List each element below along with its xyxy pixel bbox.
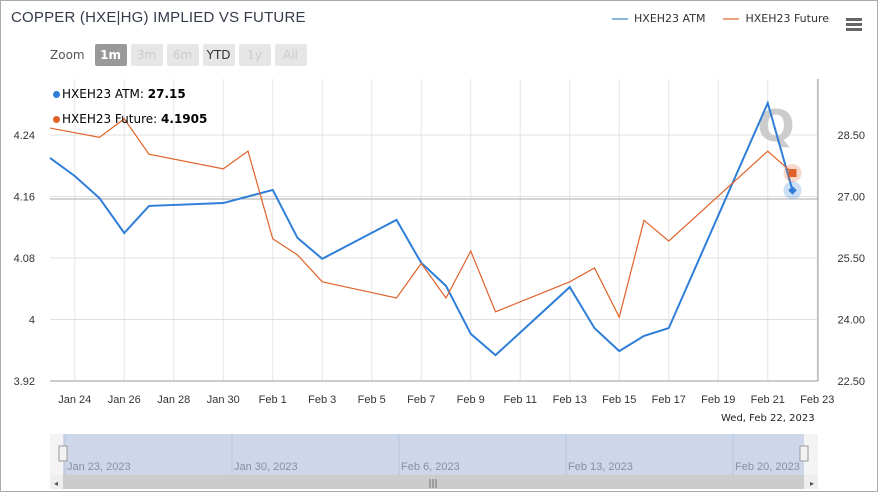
x-tick-label: Feb 3 [308, 394, 336, 406]
chart-title: COPPER (HXE|HG) IMPLIED VS FUTURE [11, 9, 306, 26]
x-tick-label: Feb 17 [652, 394, 686, 406]
x-tick-label: Feb 19 [701, 394, 735, 406]
zoom-1m-button[interactable]: 1m [94, 44, 127, 66]
series-line-future [49, 118, 793, 319]
zoom-ytd-button[interactable]: YTD [202, 44, 235, 66]
x-tick-label: Feb 21 [751, 394, 785, 406]
right-y-tick-label: 24.00 [837, 315, 865, 327]
left-y-tick-label: 4.16 [14, 192, 35, 204]
left-y-tick-label: 3.92 [14, 376, 35, 388]
left-y-tick-label: 4.08 [14, 253, 35, 265]
x-tick-label: Feb 15 [602, 394, 636, 406]
date-tooltip: Wed, Feb 22, 2023 [719, 412, 817, 426]
scrollbar-thumb[interactable] [63, 475, 804, 489]
hover-marker-future [788, 169, 797, 178]
navigator-label: Feb 6, 2023 [401, 461, 460, 473]
legend-item-atm[interactable]: HXEH23 ATM [612, 12, 705, 25]
zoom-selector: Zoom 1m 3m 6m YTD 1y All [50, 44, 307, 66]
right-y-tick-label: 28.50 [837, 130, 865, 142]
chart-svg: Jan 24 Jan 26 Jan 28 Jan 30 Feb 1 Feb 3 Feb 5 F… [14, 79, 865, 489]
x-tick-label: Feb 7 [407, 394, 435, 406]
scroll-right-arrow-icon: ▸ [810, 479, 814, 488]
x-tick-label: Feb 13 [553, 394, 587, 406]
hamburger-menu-icon[interactable] [846, 18, 862, 33]
left-y-tick-label: 4 [29, 315, 35, 327]
series-line-atm [49, 100, 794, 357]
navigator-selected-range [63, 434, 804, 476]
left-y-tick-label: 4.24 [14, 130, 35, 142]
navigator-handle[interactable] [58, 445, 68, 462]
chart-container: COPPER (HXE|HG) IMPLIED VS FUTURE Zoom 1… [0, 0, 878, 492]
legend-item-future[interactable]: HXEH23 Future [723, 12, 829, 25]
x-tick-label: Jan 28 [157, 394, 190, 406]
x-tick-label: Feb 23 [800, 394, 834, 406]
zoom-6m-button[interactable]: 6m [166, 44, 199, 66]
navigator-label: Feb 20, 2023 [735, 461, 800, 473]
x-tick-label: Feb 11 [504, 394, 537, 406]
navigator-handle[interactable] [799, 445, 809, 462]
x-tick-label: Jan 30 [207, 394, 240, 406]
x-tick-label: Feb 1 [259, 394, 287, 406]
tooltip: HXEH23 ATM: 27.15 HXEH23 Future: 4.1905 [53, 82, 207, 132]
navigator-label: Jan 23, 2023 [67, 461, 131, 473]
x-tick-label: Jan 26 [108, 394, 141, 406]
zoom-label: Zoom [50, 48, 85, 62]
right-y-tick-label: 25.50 [837, 253, 865, 265]
x-tick-label: Feb 5 [358, 394, 386, 406]
navigator-label: Jan 30, 2023 [234, 461, 298, 473]
legend: HXEH23 ATM HXEH23 Future [612, 12, 829, 25]
zoom-3m-button[interactable]: 3m [130, 44, 163, 66]
scroll-left-arrow-icon: ◂ [54, 479, 58, 488]
x-tick-label: Jan 24 [58, 394, 91, 406]
right-y-tick-label: 22.50 [837, 376, 865, 388]
scrollbar-grip-icon: ||| [428, 479, 437, 489]
watermark-logo: Q [757, 101, 794, 152]
right-y-tick-label: 27.00 [837, 192, 865, 204]
zoom-all-button[interactable]: All [274, 44, 307, 66]
x-tick-label: Feb 9 [457, 394, 485, 406]
navigator-label: Feb 13, 2023 [568, 461, 633, 473]
zoom-1y-button[interactable]: 1y [238, 44, 271, 66]
